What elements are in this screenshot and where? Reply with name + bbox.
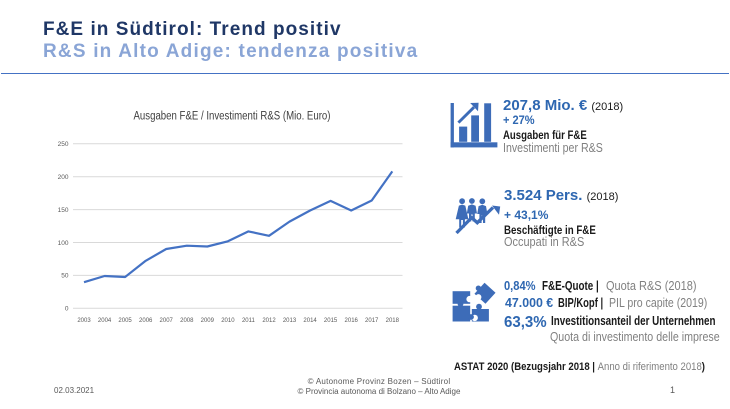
svg-text:250: 250 — [58, 141, 69, 148]
svg-text:2016: 2016 — [345, 318, 359, 324]
svg-text:2012: 2012 — [262, 318, 276, 324]
svg-text:100: 100 — [58, 240, 69, 247]
svg-text:2005: 2005 — [118, 318, 132, 324]
svg-text:2013: 2013 — [283, 318, 297, 324]
svg-text:50: 50 — [61, 273, 69, 280]
svg-text:2004: 2004 — [98, 318, 112, 324]
svg-text:2011: 2011 — [242, 318, 256, 324]
svg-text:2006: 2006 — [139, 318, 153, 324]
svg-text:2007: 2007 — [160, 318, 174, 324]
svg-text:2009: 2009 — [201, 318, 215, 324]
svg-text:150: 150 — [58, 207, 69, 214]
svg-text:2010: 2010 — [221, 318, 235, 324]
svg-text:2017: 2017 — [365, 318, 379, 324]
svg-text:Ausgaben F&E / Investimenti R&: Ausgaben F&E / Investimenti R&S (Mio. Eu… — [134, 110, 331, 122]
svg-text:200: 200 — [58, 174, 69, 181]
svg-text:0: 0 — [65, 306, 69, 313]
svg-text:2014: 2014 — [303, 318, 317, 324]
svg-text:2008: 2008 — [180, 318, 194, 324]
svg-text:2015: 2015 — [324, 318, 338, 324]
svg-text:2003: 2003 — [77, 318, 91, 324]
svg-text:2018: 2018 — [386, 318, 400, 324]
